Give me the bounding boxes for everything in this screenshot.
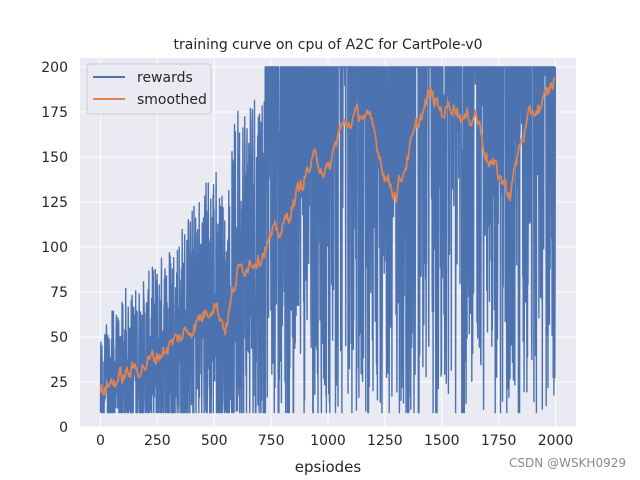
y-tick-label: 125	[41, 195, 68, 211]
y-tick-label: 100	[41, 240, 68, 256]
watermark: CSDN @WSKH0929	[509, 456, 626, 470]
rewards-line	[99, 66, 556, 414]
x-tick-label: 250	[144, 433, 171, 449]
smoothed-series	[99, 76, 556, 397]
x-tick-label: 750	[258, 433, 285, 449]
x-axis-title: epsiodes	[295, 458, 362, 476]
x-axis-ticks: 0 250 500 750 1000 1250 1500 1750 2000	[96, 433, 573, 449]
y-tick-label: 150	[41, 150, 68, 166]
chart-title: training curve on cpu of A2C for CartPol…	[174, 37, 483, 53]
y-tick-label: 200	[41, 60, 68, 76]
x-tick-label: 1750	[481, 433, 517, 449]
y-tick-label: 50	[50, 330, 68, 346]
x-tick-label: 500	[201, 433, 228, 449]
x-tick-label: 2000	[538, 433, 574, 449]
y-tick-label: 25	[50, 375, 68, 391]
rewards-series	[99, 66, 556, 414]
y-axis-ticks: 0 25 50 75 100 125 150 175 200	[41, 60, 68, 436]
x-tick-label: 1500	[424, 433, 460, 449]
legend-label-rewards: rewards	[137, 70, 193, 86]
y-tick-label: 75	[50, 285, 68, 301]
legend: rewards smoothed	[86, 63, 212, 115]
y-tick-label: 0	[59, 420, 68, 436]
smoothed-line	[99, 76, 556, 397]
y-tick-label: 175	[41, 105, 68, 121]
x-tick-label: 1000	[310, 433, 346, 449]
x-tick-label: 0	[96, 433, 105, 449]
x-tick-label: 1250	[367, 433, 403, 449]
legend-label-smoothed: smoothed	[137, 92, 207, 108]
